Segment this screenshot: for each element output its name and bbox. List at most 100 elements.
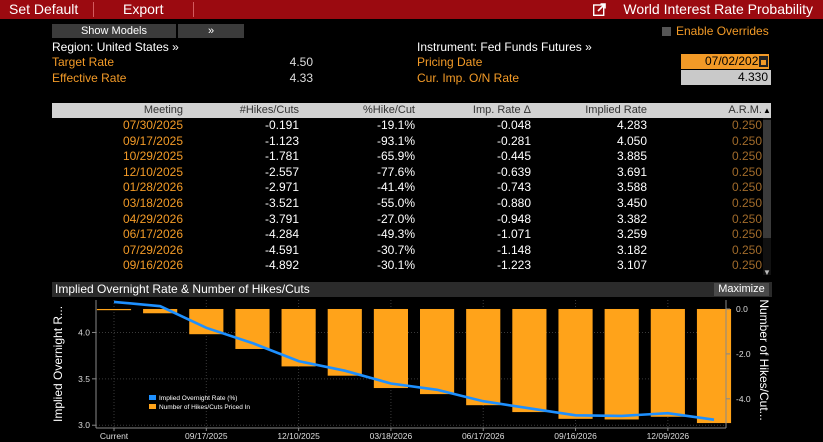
expand-chevron-button[interactable]: » [178,24,244,38]
calendar-icon[interactable] [759,56,768,67]
legend-swatch-hikes [149,404,156,409]
legend-swatch-rate [149,395,156,400]
scroll-down-icon[interactable]: ▼ [763,268,771,277]
right-tick-label: 0.0 [736,304,748,314]
imp-rate-delta-cell: -0.948 [496,211,531,226]
col-meeting-header[interactable]: Meeting [143,104,183,116]
export-button[interactable]: Export [123,1,164,17]
pct-hike-cut-cell: -77.6% [376,164,415,179]
left-tick-label: 3.0 [78,420,90,430]
meeting-cell: 04/29/2026 [122,211,183,226]
x-tick-label: 09/17/2025 [185,431,228,441]
meeting-cell: 12/10/2025 [122,164,183,179]
hikes-cuts-cell: -3.521 [264,196,299,210]
table-row[interactable]: 04/29/2026 -3.791 -27.0% -0.948 3.382 0.250 [52,212,763,228]
hikes-cuts-bar [373,308,408,389]
implied-rate-cell: 3.382 [616,211,647,226]
meeting-cell: 06/17/2026 [122,227,183,242]
table-row[interactable]: 09/17/2025 -1.123 -93.1% -0.281 4.050 0.250 [52,134,763,150]
implied-rate-cell: 4.050 [616,133,647,148]
implied-rate-line [113,300,715,421]
arm-cell: 0.250 [731,133,762,148]
show-models-button[interactable]: Show Models [52,24,176,38]
left-tick-label: 3.5 [78,374,90,384]
left-tick-label: 4.0 [78,327,90,337]
legend-label-rate: Implied Overnight Rate (%) [159,395,237,402]
col-implied-rate-header[interactable]: Implied Rate [585,104,647,116]
right-tick-label: -4.0 [736,394,751,404]
table-header: Meeting #Hikes/Cuts %Hike/Cut Imp. Rate … [52,103,771,118]
meeting-cell: 10/29/2025 [122,149,183,164]
x-tick-label: 12/09/2026 [647,431,690,441]
imp-rate-delta-cell: -1.223 [496,258,531,273]
scrollbar-thumb[interactable] [763,120,771,238]
hikes-cuts-bar [604,308,639,420]
external-link-icon[interactable] [593,3,606,16]
x-tick-label: Current [100,431,129,441]
pricing-date-input[interactable]: 07/02/2025 [681,54,769,69]
hikes-cuts-cell: -4.591 [264,242,299,257]
table-row[interactable]: 12/10/2025 -2.557 -77.6% -0.639 3.691 0.250 [52,165,763,181]
legend-label-hikes: Number of Hikes/Cuts Priced In [159,404,250,411]
enable-overrides-label: Enable Overrides [676,24,769,38]
table-row[interactable]: 06/17/2026 -4.284 -49.3% -1.071 3.259 0.250 [52,227,763,243]
imp-rate-delta-cell: -0.639 [496,164,531,179]
implied-rate-cell: 3.107 [616,258,647,273]
col-pct-hike-cut-header[interactable]: %Hike/Cut [363,104,415,116]
hikes-cuts-cell: -1.781 [264,149,299,164]
col-imp-rate-delta-header[interactable]: Imp. Rate Δ [472,104,531,116]
toolbar-divider [93,2,94,17]
implied-rate-cell: 3.259 [616,227,647,242]
imp-rate-delta-cell: -1.148 [496,242,531,257]
top-toolbar: Set Default Export World Interest Rate P… [0,0,823,19]
checkbox-icon[interactable] [662,27,671,36]
table-row[interactable]: 03/18/2026 -3.521 -55.0% -0.880 3.450 0.250 [52,196,763,212]
instrument-selector[interactable]: Instrument: Fed Funds Futures » [417,40,592,54]
meeting-cell: 07/30/2025 [122,118,183,132]
col-hikes-cuts-header[interactable]: #Hikes/Cuts [239,104,299,116]
implied-rate-cell: 3.885 [616,149,647,164]
sort-indicator-icon: ▲ [763,106,771,115]
right-axis-label: Number of Hikes/Cut... [757,299,771,420]
imp-rate-delta-cell: -0.445 [496,149,531,164]
enable-overrides-checkbox[interactable]: Enable Overrides [662,24,769,38]
imp-rate-delta-cell: -0.281 [496,133,531,148]
set-default-button[interactable]: Set Default [9,1,79,17]
table-row[interactable]: 07/29/2026 -4.591 -30.7% -1.148 3.182 0.250 [52,243,763,259]
imp-rate-delta-cell: -1.071 [496,227,531,242]
meeting-cell: 07/29/2026 [122,242,183,257]
hikes-cuts-cell: -4.892 [264,258,299,273]
col-arm-header[interactable]: A.R.M. [728,104,762,116]
table-body: 07/30/2025 -0.191 -19.1% -0.048 4.283 0.250 09… [52,118,771,277]
pricing-date-label: Pricing Date [417,55,483,69]
x-tick-label: 06/17/2026 [462,431,505,441]
table-row[interactable]: 09/16/2026 -4.892 -30.1% -1.223 3.107 0.250 [52,258,763,274]
meeting-cell: 09/17/2025 [122,133,183,148]
chart-legend: Implied Overnight Rate (%) Number of Hik… [149,395,250,411]
arm-cell: 0.250 [731,258,762,273]
arm-cell: 0.250 [731,242,762,257]
hikes-cuts-cell: -2.557 [264,164,299,179]
maximize-button[interactable]: Maximize [714,283,769,296]
table-row[interactable]: 07/30/2025 -0.191 -19.1% -0.048 4.283 0.250 [52,118,763,134]
pct-hike-cut-cell: -49.3% [376,227,415,242]
pricing-date-value: 07/02/2025 [705,54,766,68]
cur-imp-rate-label: Cur. Imp. O/N Rate [417,71,520,85]
hikes-cuts-bar [512,308,547,413]
table-scrollbar[interactable] [763,118,771,275]
target-rate-label: Target Rate [52,55,115,69]
hikes-cuts-bar [558,308,593,419]
cur-imp-rate-field: 4.330 [681,70,771,85]
pct-hike-cut-cell: -27.0% [376,211,415,226]
hikes-cuts-bar [420,308,455,395]
table-row[interactable]: 10/29/2025 -1.781 -65.9% -0.445 3.885 0.250 [52,149,763,165]
table-row[interactable]: 01/28/2026 -2.971 -41.4% -0.743 3.588 0.250 [52,180,763,196]
hikes-cuts-cell: -0.191 [264,118,299,132]
arm-cell: 0.250 [731,196,762,210]
imp-rate-delta-cell: -0.048 [496,118,531,132]
meeting-cell: 09/16/2026 [122,258,183,273]
arm-cell: 0.250 [731,180,762,195]
meeting-cell: 01/28/2026 [122,180,183,195]
region-selector[interactable]: Region: United States » [52,40,179,54]
hikes-cuts-bar [696,308,732,424]
